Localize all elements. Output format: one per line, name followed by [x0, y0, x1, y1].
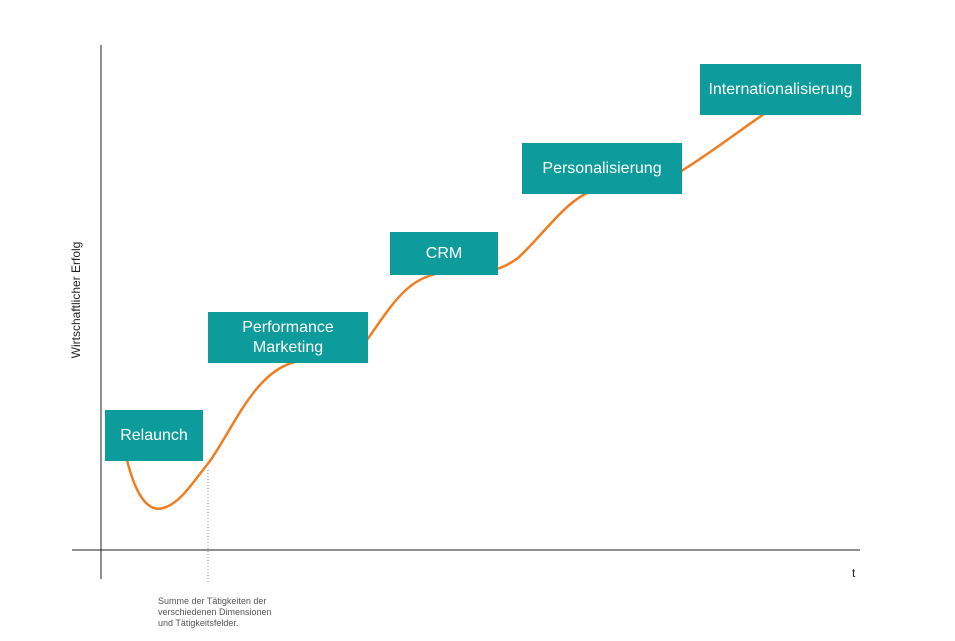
footnote: Summe der Tätigkeiten der verschiedenen … [158, 596, 358, 629]
stage-box-performance-marketing: Performance Marketing [208, 312, 368, 363]
footnote-line: und Tätigkeitsfelder. [158, 618, 239, 628]
stage-label: Relaunch [120, 426, 188, 444]
stage-label: Performance [242, 318, 334, 336]
stage-label: CRM [425, 244, 463, 262]
stage-label: Internationalisierung [708, 80, 853, 98]
stage-box-crm: CRM [390, 232, 498, 275]
stage-box-personalisierung: Personalisierung [522, 143, 682, 194]
x-axis-label: t [852, 566, 856, 580]
footnote-line: Summe der Tätigkeiten der [158, 596, 267, 606]
stage-label: Personalisierung [542, 159, 662, 177]
stage-box-internationalisierung: Internationalisierung [700, 64, 861, 115]
stage-label: Marketing [252, 338, 324, 356]
footnote-line: verschiedenen Dimensionen [158, 607, 272, 617]
y-axis-label: Wirtschaftlicher Erfolg [69, 241, 83, 359]
stage-box-relaunch: Relaunch [105, 410, 203, 461]
